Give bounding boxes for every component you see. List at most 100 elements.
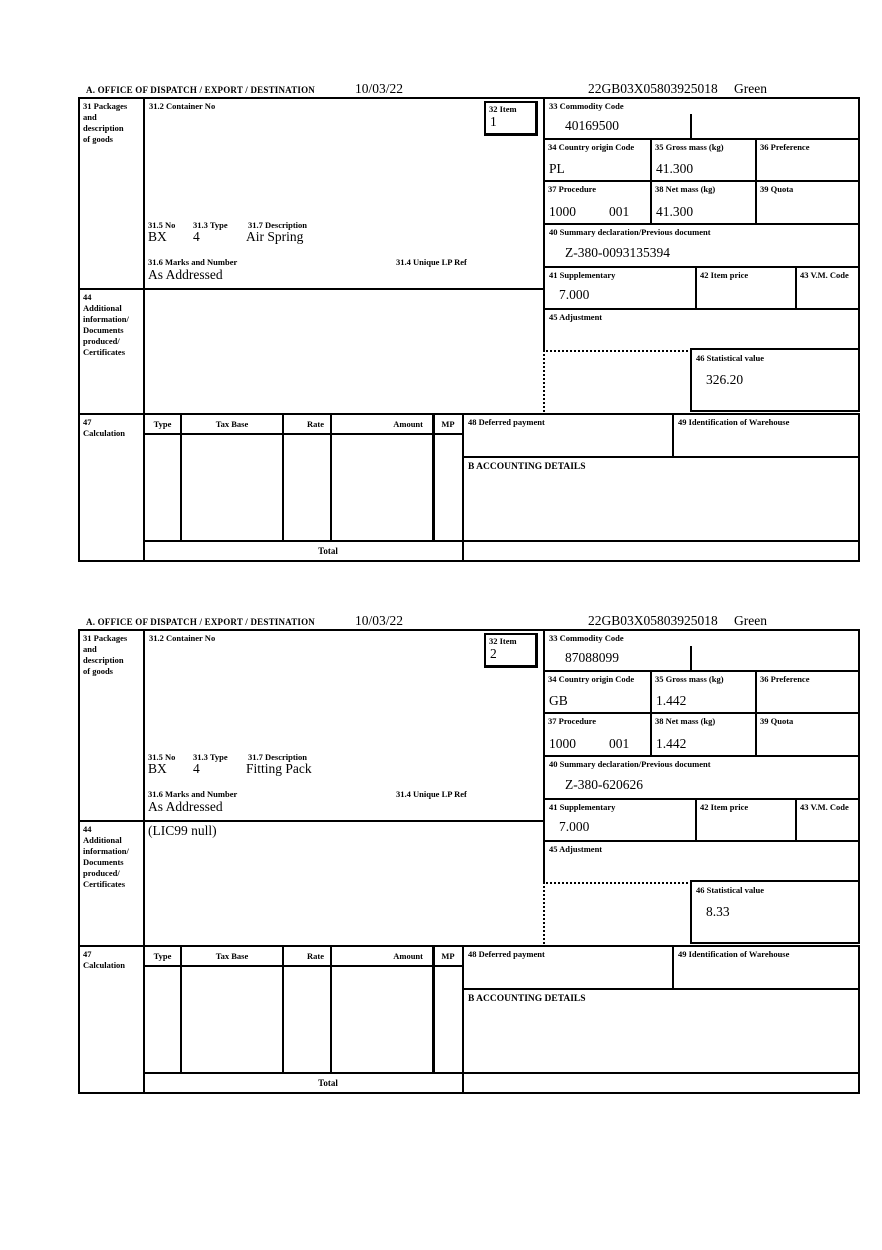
previous-document-label: 40 Summary declaration/Previous document: [549, 227, 711, 237]
box36-preference: 36 Preference: [755, 138, 860, 182]
calc-col-mp-header: MP: [432, 945, 464, 967]
calc-cell-type: [143, 433, 182, 542]
gross-mass-label: 35 Gross mass (kg): [655, 142, 724, 152]
box37-procedure: 37 Procedure 1000 001: [543, 712, 652, 757]
item-label: 32 Item: [489, 636, 517, 646]
calc-cell-mp: [432, 965, 464, 1074]
supplementary-label: 41 Supplementary: [549, 270, 616, 280]
procedure-suffix-value: 001: [609, 736, 630, 751]
marks-and-number-label: 31.6 Marks and Number: [148, 257, 238, 267]
adjustment-label: 45 Adjustment: [549, 312, 603, 322]
supplementary-value: 7.000: [559, 819, 590, 834]
box47-label: 47 Calculation: [83, 417, 142, 439]
box46-statistical-value: 46 Statistical value 8.33: [690, 880, 860, 944]
header-routing-status: Green: [734, 613, 767, 628]
procedure-value: 1000: [549, 204, 576, 219]
calc-col-mp-label: MP: [441, 419, 455, 429]
box31-label-line: of goods: [83, 666, 113, 676]
calc-cell-taxbase: [180, 965, 284, 1074]
preference-label: 36 Preference: [760, 142, 810, 152]
net-mass-label: 38 Net mass (kg): [655, 184, 716, 194]
calc-cell-rate: [282, 433, 332, 542]
box40-previous-document: 40 Summary declaration/Previous document…: [543, 755, 860, 800]
net-mass-value: 1.442: [656, 736, 687, 751]
calc-cell-amount: [330, 433, 435, 542]
calc-col-amount-label: Amount: [393, 951, 423, 961]
deferred-payment-label: 48 Deferred payment: [468, 417, 545, 427]
statistical-value-label: 46 Statistical value: [696, 885, 764, 895]
total-label: Total: [318, 1078, 338, 1088]
calc-col-rate-label: Rate: [307, 419, 324, 429]
gross-mass-value: 41.300: [656, 161, 694, 176]
commodity-code-label: 33 Commodity Code: [549, 101, 624, 111]
box44-label-line: produced/: [83, 868, 120, 878]
calc-col-taxbase-header: Tax Base: [180, 945, 284, 967]
adjustment-label: 45 Adjustment: [549, 844, 603, 854]
box31-label: 31 Packages and description of goods: [83, 633, 142, 677]
commodity-code-label: 33 Commodity Code: [549, 633, 624, 643]
calc-col-type-label: Type: [153, 951, 172, 961]
box47-label-line: 47: [83, 949, 92, 959]
item-price-label: 42 Item price: [700, 802, 749, 812]
box31-label-line: 31 Packages: [83, 101, 128, 111]
box47-sidebar: 47 Calculation: [78, 945, 145, 1094]
box44-label-line: Certificates: [83, 347, 126, 357]
accounting-details-box: B ACCOUNTING DETAILS: [462, 988, 860, 1094]
header-date: 10/03/22: [355, 613, 404, 628]
box31-goods-area: 31.2 Container No 32 Item 2 31.5 No 31.3…: [143, 629, 545, 822]
box38-net-mass: 38 Net mass (kg) 41.300: [650, 180, 757, 225]
item-section-1: A. OFFICE OF DISPATCH / EXPORT / DESTINA…: [78, 80, 862, 565]
box31-label-line: 31 Packages: [83, 633, 128, 643]
box31-sidebar: 31 Packages and description of goods: [78, 629, 145, 822]
calc-cell-mp: [432, 433, 464, 542]
total-label: Total: [318, 546, 338, 556]
container-no-label: 31.2 Container No: [149, 101, 216, 111]
box40-previous-document: 40 Summary declaration/Previous document…: [543, 223, 860, 268]
warehouse-label: 49 Identification of Warehouse: [678, 949, 790, 959]
goods-description-value: Fitting Pack: [246, 761, 312, 776]
quota-label: 39 Quota: [760, 716, 794, 726]
commodity-code-value: 40169500: [565, 118, 619, 133]
box38-net-mass: 38 Net mass (kg) 1.442: [650, 712, 757, 757]
country-origin-value: GB: [549, 693, 568, 708]
quota-label: 39 Quota: [760, 184, 794, 194]
marks-value: As Addressed: [148, 267, 223, 282]
commodity-code-divider: [690, 646, 692, 672]
gross-mass-value: 1.442: [656, 693, 687, 708]
box44-label-line: 44: [83, 292, 92, 302]
box46-statistical-value: 46 Statistical value 326.20: [690, 348, 860, 412]
box34-country-origin: 34 Country origin Code GB: [543, 670, 652, 714]
description-label: 31.7 Description: [248, 752, 308, 762]
calc-col-amount-header: Amount: [330, 945, 435, 967]
item-section-2: A. OFFICE OF DISPATCH / EXPORT / DESTINA…: [78, 612, 862, 1097]
box35-gross-mass: 35 Gross mass (kg) 1.442: [650, 670, 757, 714]
calc-col-amount-header: Amount: [330, 413, 435, 435]
goods-description-value: Air Spring: [246, 229, 304, 244]
box41-supplementary: 41 Supplementary 7.000: [543, 798, 697, 842]
calc-col-rate-label: Rate: [307, 951, 324, 961]
box32-item-box: 32 Item 1: [484, 101, 538, 136]
box47-label: 47 Calculation: [83, 949, 142, 971]
calc-col-rate-header: Rate: [282, 413, 332, 435]
procedure-value: 1000: [549, 736, 576, 751]
statistical-value: 326.20: [706, 372, 744, 387]
calc-col-amount-label: Amount: [393, 419, 423, 429]
box48-deferred-payment: 48 Deferred payment: [462, 945, 674, 990]
packages-type-label: 31.3 Type: [193, 752, 228, 762]
box36-preference: 36 Preference: [755, 670, 860, 714]
packages-no-label: 31.5 No: [148, 220, 176, 230]
box31-label-line: of goods: [83, 134, 113, 144]
box45-adjustment: 45 Adjustment: [543, 840, 860, 882]
preference-label: 36 Preference: [760, 674, 810, 684]
box47-label-line: 47: [83, 417, 92, 427]
box42-item-price: 42 Item price: [695, 266, 797, 310]
calc-cell-rate: [282, 965, 332, 1074]
header-routing-status: Green: [734, 81, 767, 96]
box31-label: 31 Packages and description of goods: [83, 101, 142, 145]
item-number-value: 1: [490, 114, 497, 129]
box43-vm-code: 43 V.M. Code: [795, 266, 860, 310]
box43-vm-code: 43 V.M. Code: [795, 798, 860, 842]
calc-col-mp-header: MP: [432, 413, 464, 435]
box31-label-line: description: [83, 123, 124, 133]
